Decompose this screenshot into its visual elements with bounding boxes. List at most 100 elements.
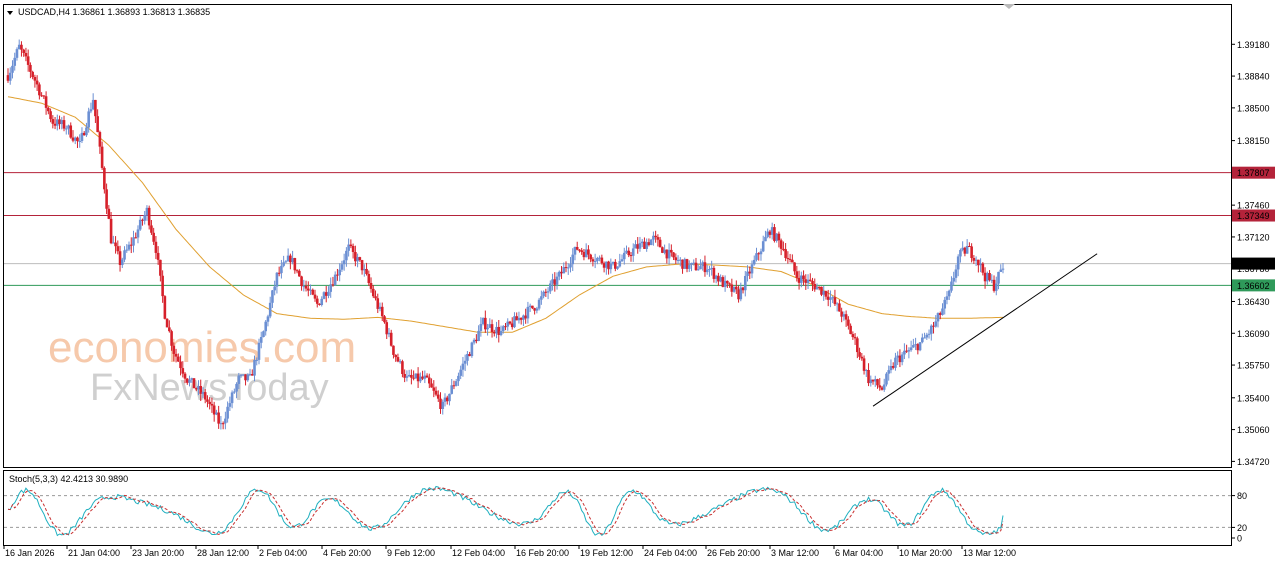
candle [862,355,866,375]
candle [85,122,88,137]
candle [582,248,586,261]
candle [667,243,671,265]
candle [678,257,682,267]
x-tick-label: 26 Feb 20:00 [707,548,760,558]
candle [35,75,39,92]
candle [649,238,653,246]
candle-body [242,374,245,376]
candle-body [383,316,386,323]
candle [826,289,830,307]
x-tick-label: 19 Feb 12:00 [580,548,633,558]
candle-body [174,353,178,357]
candle [735,280,738,294]
candle [605,261,608,275]
y-tick-label: 1.35400 [1237,393,1270,403]
candle [596,256,599,265]
candle [472,338,476,345]
candle-body [755,253,758,260]
candle-body [508,321,512,324]
candle-body [965,245,969,254]
candle-body [721,277,725,287]
candle [961,241,964,252]
candle [284,260,288,264]
candle [300,275,303,291]
y-tick-label: 1.36780 [1237,264,1270,274]
candle-body [472,339,476,343]
candle [109,211,113,245]
price-levels [4,172,1231,286]
candle [73,136,77,145]
candle-body [107,208,111,219]
candle [528,303,532,312]
candle [506,318,510,331]
candle-body [905,350,908,352]
stochastic-header: Stoch(5,3,3) 42.4213 30.9890 [9,474,128,484]
candle [551,273,554,291]
candle-body [226,406,229,419]
candle-body [190,378,194,380]
candle-body [654,235,657,238]
candle-body [593,261,597,263]
candle-body [759,251,763,255]
candle-body [696,269,700,271]
candle [262,330,265,338]
candle [264,320,268,336]
candle-body [56,119,59,126]
candle-body [47,107,50,112]
candle-body [67,125,70,129]
candle [242,374,245,376]
candle [683,257,687,269]
candle-body [129,244,133,246]
candle [228,396,232,412]
candle [309,284,312,296]
candle [289,253,292,270]
candle-body [806,279,810,283]
candle [860,353,864,361]
candle-body [607,261,610,270]
candle-body [224,418,227,424]
candle [898,349,902,368]
candle-body [394,354,397,358]
candle [293,257,297,274]
candle-body [367,273,371,283]
y-tick-label: 1.35060 [1237,425,1270,435]
candle [150,220,153,235]
scroll-marker-icon[interactable] [1003,4,1015,9]
candle [441,399,445,415]
candle [112,235,115,244]
candle-body [461,363,465,370]
candle [840,307,843,323]
candle-body [826,296,830,300]
candle-body [918,342,922,351]
candle [69,122,73,139]
candle [226,401,229,423]
candle-body [569,264,572,268]
candle-body [300,276,303,287]
candle-body [132,237,135,246]
candle-body [598,257,601,259]
candle [91,93,95,111]
candle-body [779,240,783,249]
candle-body [35,80,39,85]
candle [244,374,247,386]
candle [183,372,187,384]
candle [8,67,12,85]
candle-body [690,262,693,265]
candle [152,227,155,245]
candle-body [968,245,971,247]
candle-body [589,254,592,260]
candle [40,92,43,97]
candle [378,302,382,312]
candle [820,286,823,297]
candle [192,378,196,389]
collapse-triangle-icon[interactable] [7,11,13,15]
x-tick-label: 3 Mar 12:00 [771,548,819,558]
candle-body [163,296,167,319]
candle [53,116,57,130]
candle-body [120,259,124,266]
candle-body [257,342,261,360]
candle [315,295,319,308]
candle [878,378,882,391]
stoch-main-line [7,485,1004,537]
candle-body [320,298,324,306]
